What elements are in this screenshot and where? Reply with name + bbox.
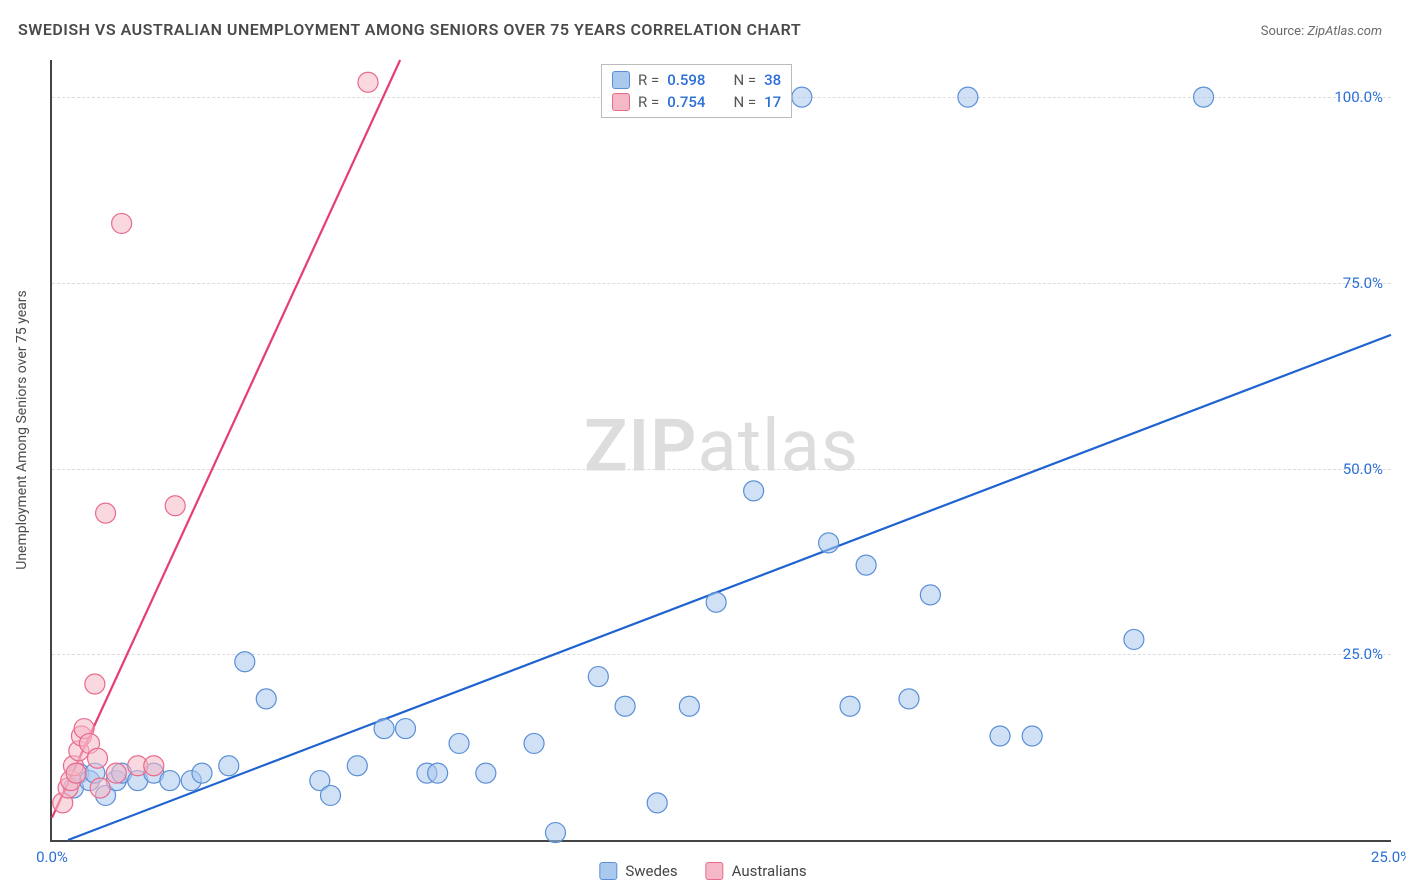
r-label: R = <box>638 71 659 89</box>
data-point <box>165 496 185 516</box>
data-point <box>524 733 544 753</box>
legend-item: Swedes <box>599 862 677 880</box>
data-point <box>428 763 448 783</box>
data-point <box>920 585 940 605</box>
x-tick-label: 0.0% <box>36 848 68 866</box>
legend-stats-row: R = 0.754 N = 17 <box>612 91 781 113</box>
data-point <box>1022 726 1042 746</box>
data-point <box>66 763 86 783</box>
data-point <box>647 793 667 813</box>
data-point <box>235 652 255 672</box>
chart-plot-area: ZIPatlas 25.0%50.0%75.0%100.0%0.0%25.0%R… <box>50 60 1391 842</box>
data-point <box>395 719 415 739</box>
n-label: N = <box>733 71 756 89</box>
data-point <box>90 778 110 798</box>
data-point <box>856 555 876 575</box>
source-name: ZipAtlas.com <box>1307 24 1382 39</box>
data-point <box>899 689 919 709</box>
data-point <box>112 213 132 233</box>
data-point <box>679 696 699 716</box>
data-point <box>706 592 726 612</box>
data-point <box>744 481 764 501</box>
n-value: 38 <box>764 71 781 89</box>
data-point <box>588 667 608 687</box>
data-point <box>160 771 180 791</box>
data-point <box>374 719 394 739</box>
data-point <box>792 87 812 107</box>
data-point <box>545 823 565 843</box>
legend-stats-box: R = 0.598 N = 38 R = 0.754 N = 17 <box>601 64 792 118</box>
data-point <box>840 696 860 716</box>
legend-item: Australians <box>706 862 807 880</box>
legend-label: Australians <box>732 862 807 880</box>
data-point <box>358 72 378 92</box>
legend-swatch <box>612 71 630 89</box>
source-label: Source: <box>1261 24 1304 39</box>
r-value: 0.598 <box>667 71 705 89</box>
r-value: 0.754 <box>667 93 705 111</box>
trend-line <box>68 335 1391 840</box>
data-point <box>958 87 978 107</box>
trend-line <box>52 60 400 818</box>
chart-title: SWEDISH VS AUSTRALIAN UNEMPLOYMENT AMONG… <box>18 20 801 39</box>
data-point <box>85 674 105 694</box>
data-point <box>219 756 239 776</box>
data-point <box>449 733 469 753</box>
source-attribution: Source: ZipAtlas.com <box>1261 24 1382 39</box>
data-point <box>144 756 164 776</box>
data-point <box>615 696 635 716</box>
r-label: R = <box>638 93 659 111</box>
data-point <box>192 763 212 783</box>
data-point <box>1124 629 1144 649</box>
legend-swatch <box>612 93 630 111</box>
legend-label: Swedes <box>625 862 677 880</box>
data-point <box>321 785 341 805</box>
data-point <box>990 726 1010 746</box>
legend-stats-row: R = 0.598 N = 38 <box>612 69 781 91</box>
data-point <box>476 763 496 783</box>
data-point <box>256 689 276 709</box>
data-point <box>347 756 367 776</box>
data-point <box>106 763 126 783</box>
legend-swatch <box>706 862 724 880</box>
data-point <box>88 748 108 768</box>
data-point <box>96 503 116 523</box>
data-point <box>1194 87 1214 107</box>
n-label: N = <box>733 93 756 111</box>
y-axis-label: Unemployment Among Seniors over 75 years <box>14 290 30 570</box>
x-tick-label: 25.0% <box>1371 848 1406 866</box>
legend-bottom: Swedes Australians <box>599 862 806 880</box>
data-point <box>819 533 839 553</box>
legend-swatch <box>599 862 617 880</box>
n-value: 17 <box>764 93 781 111</box>
plot-svg <box>52 60 1391 840</box>
